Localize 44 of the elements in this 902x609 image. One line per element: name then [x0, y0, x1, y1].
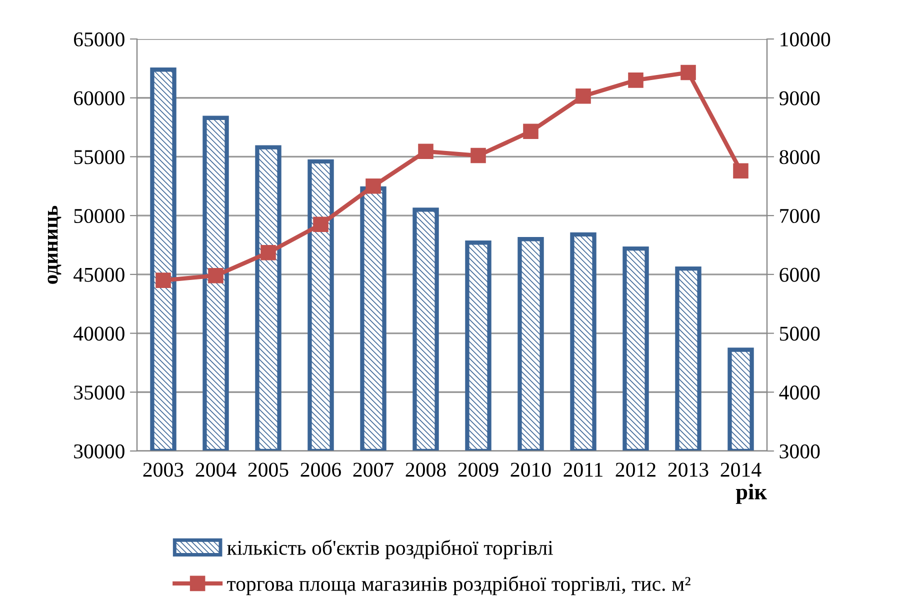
point	[628, 72, 644, 88]
point	[470, 148, 486, 164]
point	[733, 163, 748, 178]
y-tick-label: 45000	[74, 268, 124, 282]
y-tick-label: 50000	[74, 208, 124, 224]
point	[366, 178, 381, 194]
y-tick-label: 40000	[74, 326, 124, 341]
y2-tick-label: 7000	[780, 208, 820, 224]
x-tick-label: 2014	[720, 462, 762, 477]
x-tick-label: 2011	[564, 462, 602, 477]
legend-label: кількість об'єктів роздрібної торгівлі	[227, 540, 553, 560]
y2-tick-label: 3000	[780, 444, 820, 458]
x-tick-label: 2012	[616, 462, 656, 477]
point	[313, 216, 328, 232]
x-tick-label: 2008	[406, 462, 446, 477]
x-tick-label: 2005	[248, 462, 288, 477]
y-axis-title: одиниць	[48, 206, 62, 284]
point	[523, 124, 538, 140]
y-tick-label: 30000	[74, 444, 124, 458]
y-tick-label: 65000	[74, 32, 124, 46]
point	[576, 88, 591, 104]
x-tick-label: 2003	[143, 462, 184, 477]
x-tick-label: 2007	[353, 462, 394, 477]
y-tick-label: 35000	[74, 386, 124, 400]
y2-tick-label: 4000	[779, 386, 820, 400]
point	[208, 268, 224, 284]
y2-tick-label: 8000	[780, 150, 820, 164]
x-tick-label: 2006	[300, 462, 341, 477]
y2-tick-label: 10000	[780, 32, 830, 46]
y-tick-label: 60000	[74, 91, 124, 106]
x-tick-label: 2004	[196, 462, 236, 477]
x-tick-label: 2009	[458, 462, 498, 477]
x-axis-title: рік	[736, 484, 767, 504]
point	[260, 245, 276, 260]
point	[680, 64, 696, 80]
y-tick-label: 55000	[74, 150, 124, 164]
x-tick-label: 2010	[510, 462, 551, 477]
point	[156, 272, 171, 288]
point	[418, 144, 434, 160]
legend-label: торгова площа магазинів роздрібної торгівлі, тис. м²	[227, 576, 690, 596]
y2-tick-label: 6000	[780, 268, 820, 282]
x-tick-label: 2013	[668, 462, 708, 477]
y2-tick-label: 9000	[779, 91, 820, 106]
y2-tick-label: 5000	[780, 326, 820, 341]
